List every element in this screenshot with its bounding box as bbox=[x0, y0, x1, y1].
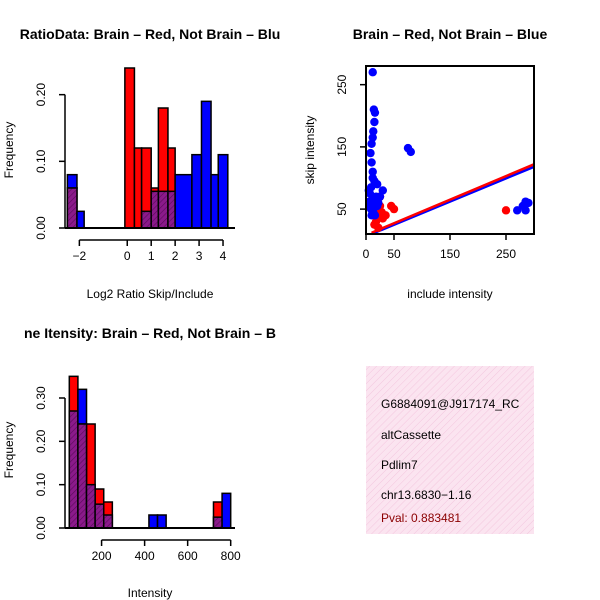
fit-line bbox=[371, 163, 535, 234]
y-tick-label: 0.30 bbox=[34, 386, 48, 410]
ratio-histogram-title: RatioData: Brain – Red, Not Brain – Blu bbox=[20, 26, 281, 42]
bar-not-brain bbox=[221, 492, 232, 529]
point-not-brain bbox=[370, 108, 380, 117]
bar-not-brain bbox=[174, 173, 193, 229]
intensity-histogram-title: ne Itensity: Brain – Red, Not Brain – B bbox=[24, 325, 276, 341]
scatter-xlabel: include intensity bbox=[407, 287, 492, 301]
x-tick-label: 50 bbox=[387, 247, 401, 261]
y-tick-label: 0.20 bbox=[34, 83, 48, 107]
point-not-brain bbox=[369, 127, 378, 136]
x-tick-label: 150 bbox=[440, 247, 460, 261]
point-not-brain bbox=[378, 186, 387, 195]
x-tick-label: 600 bbox=[178, 549, 198, 563]
bar-not-brain bbox=[148, 514, 159, 529]
bar-not-brain bbox=[210, 173, 219, 229]
point-brain bbox=[501, 206, 511, 215]
point-brain bbox=[381, 211, 390, 220]
y-tick-label: 0.10 bbox=[34, 473, 48, 497]
intensity-histogram-xlabel: Intensity bbox=[128, 586, 173, 600]
info-pval: Pval: 0.883481 bbox=[381, 511, 461, 525]
y-tick-label: 250 bbox=[335, 74, 349, 94]
point-not-brain bbox=[368, 167, 377, 176]
bar-not-brain bbox=[191, 153, 203, 229]
point-not-brain bbox=[406, 147, 415, 157]
bar-not-brain bbox=[66, 173, 78, 189]
y-tick-label: 0.10 bbox=[34, 149, 48, 173]
point-not-brain bbox=[367, 139, 376, 148]
y-tick-label: 0.00 bbox=[34, 216, 48, 240]
y-tick-label: 0.00 bbox=[34, 516, 48, 540]
point-not-brain bbox=[373, 201, 382, 211]
bar-overlap bbox=[212, 516, 223, 529]
y-tick-label: 50 bbox=[335, 202, 349, 216]
x-tick-label: 0 bbox=[124, 249, 131, 263]
bar-overlap bbox=[94, 503, 105, 529]
info-panel: G6884091@J917174_RC altCassette Pdlim7 c… bbox=[366, 366, 534, 534]
info-location: chr13.6830−1.16 bbox=[381, 488, 472, 502]
info-panel-background bbox=[366, 366, 534, 534]
x-tick-label: 800 bbox=[221, 549, 241, 563]
x-tick-label: 4 bbox=[220, 249, 227, 263]
point-not-brain bbox=[513, 206, 522, 215]
scatter-title: Brain – Red, Not Brain – Blue bbox=[353, 26, 548, 42]
y-tick-label: 150 bbox=[335, 137, 349, 157]
x-tick-label: 3 bbox=[196, 249, 203, 263]
point-not-brain bbox=[365, 197, 374, 206]
point-not-brain bbox=[366, 148, 375, 158]
bar-not-brain bbox=[156, 514, 167, 529]
intensity-histogram-ylabel: Frequency bbox=[2, 422, 16, 479]
bar-overlap bbox=[167, 190, 176, 229]
info-probe-id: G6884091@J917174_RC bbox=[381, 397, 520, 411]
y-tick-label: 0.20 bbox=[34, 429, 48, 453]
point-not-brain bbox=[524, 198, 533, 208]
ratio-histogram-ylabel: Frequency bbox=[2, 122, 16, 179]
ratio-histogram-xlabel: Log2 Ratio Skip/Include bbox=[87, 287, 214, 301]
x-tick-label: 2 bbox=[172, 249, 179, 263]
bar-overlap bbox=[66, 187, 78, 229]
bar-not-brain bbox=[200, 100, 212, 229]
info-gene: Pdlim7 bbox=[381, 458, 418, 472]
bar-overlap bbox=[102, 514, 114, 529]
point-brain bbox=[389, 204, 399, 214]
point-not-brain bbox=[368, 133, 377, 142]
bar-brain bbox=[124, 67, 136, 229]
point-not-brain bbox=[373, 180, 382, 189]
x-tick-label: −2 bbox=[73, 249, 87, 263]
scatter-ylabel: skip intensity bbox=[303, 116, 317, 185]
point-not-brain bbox=[367, 211, 376, 220]
ratio-histogram: RatioData: Brain – Red, Not Brain – Blu … bbox=[2, 26, 280, 301]
intensity-scatter: Brain – Red, Not Brain – Blue include in… bbox=[303, 26, 547, 301]
bar-overlap bbox=[77, 423, 88, 529]
point-not-brain bbox=[368, 68, 377, 77]
intensity-histogram: ne Itensity: Brain – Red, Not Brain – B … bbox=[2, 325, 276, 600]
point-brain bbox=[374, 223, 383, 232]
bar-brain bbox=[133, 147, 143, 229]
point-not-brain bbox=[368, 173, 377, 183]
bar-not-brain bbox=[217, 153, 229, 229]
x-tick-label: 250 bbox=[496, 247, 516, 261]
bar-overlap bbox=[68, 410, 79, 529]
point-not-brain bbox=[521, 206, 530, 215]
fit-line bbox=[371, 165, 535, 236]
x-tick-label: 400 bbox=[135, 549, 155, 563]
point-not-brain bbox=[370, 117, 379, 127]
bar-not-brain bbox=[76, 210, 85, 229]
bar-overlap bbox=[157, 190, 169, 229]
x-tick-label: 0 bbox=[363, 247, 370, 261]
x-tick-label: 1 bbox=[148, 249, 155, 263]
bar-not-brain bbox=[77, 388, 88, 425]
x-tick-label: 200 bbox=[92, 549, 112, 563]
bar-overlap bbox=[85, 483, 96, 529]
point-not-brain bbox=[367, 158, 376, 167]
bar-overlap bbox=[150, 190, 160, 229]
info-event-type: altCassette bbox=[381, 428, 441, 442]
bar-overlap bbox=[140, 210, 152, 229]
